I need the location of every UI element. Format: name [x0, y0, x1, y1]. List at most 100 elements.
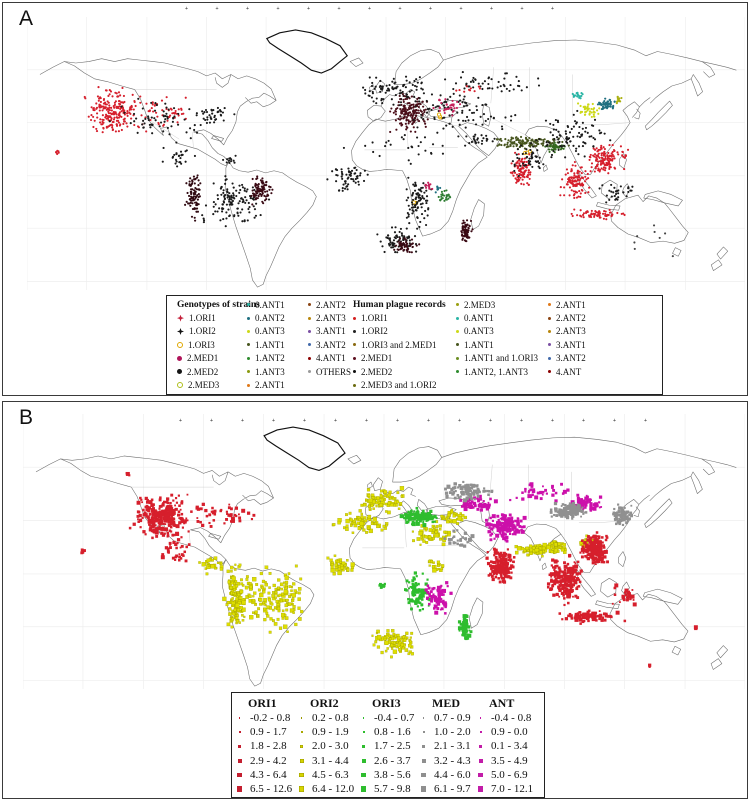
sdot-marker-icon: [308, 343, 311, 347]
legend-a-item-label: 2.ANT3: [316, 313, 346, 324]
sdot-marker-icon: [308, 356, 311, 360]
panel-a-label: A: [19, 7, 34, 30]
legend-b-column: ORI2 0.2 - 0.8 0.9 - 1.9 2.0 - 3.0 3.1 - 4.4…: [298, 695, 355, 796]
legend-a-item: 2.ANT3: [308, 311, 351, 324]
square-marker-icon: [299, 772, 304, 778]
legend-b-item-label: 7.0 - 12.1: [491, 783, 534, 796]
legend-a-item-label: 2.MED2: [361, 366, 393, 377]
panel-b-label: B: [19, 406, 34, 429]
sdot-marker-icon: [247, 329, 250, 333]
legend-b-item: 0.2 - 0.8: [300, 711, 354, 725]
sdot-marker-icon: [308, 316, 311, 320]
legend-b-item: 2.1 - 3.1: [422, 739, 471, 753]
graticule-tick: +: [398, 6, 402, 12]
legend-b-item-label: 5.7 - 9.8: [374, 783, 411, 796]
sdot-marker-icon: [308, 303, 311, 307]
sdot-marker-icon: [456, 303, 459, 307]
graticule-tick: +: [520, 418, 524, 424]
dot-marker-icon: [177, 369, 182, 375]
legend-b-column: ORI3 -0.4 - 0.7 0.8 - 1.6 1.7 - 2.5 2.6 - 3.…: [360, 695, 415, 796]
legend-a-column: Genotypes of strains 1.ORI1 1.ORI2 1.ORI3 2.…: [177, 298, 260, 392]
legend-b-column: ORI1 -0.2 - 0.8 0.9 - 1.7 1.8 - 2.8 2.9 - 4.…: [236, 695, 292, 796]
legend-a-item: 2.ANT1: [247, 378, 285, 391]
graticule-tick: +: [185, 6, 189, 12]
legend-b-item-label: 1.8 - 2.8: [250, 740, 287, 753]
square-marker-icon: [360, 786, 367, 792]
legend-a-item: 2.ANT3: [548, 325, 586, 338]
legend-a-item: 2.MED1: [353, 352, 446, 365]
legend-a-item: 3.ANT1: [548, 338, 586, 351]
graticule-tick: +: [396, 418, 400, 424]
legend-a-item-label: 1.ORI1: [361, 313, 388, 324]
graticule-ticks-b: + + + + + + + + + + + + + + + +: [3, 418, 747, 424]
legend-a-item-label: 2.ANT1: [556, 299, 586, 310]
legend-a-item-label: 2.ANT2: [556, 313, 586, 324]
legend-a-item-label: 2.ANT3: [556, 326, 586, 337]
legend-a-item: 2.MED3 and 1.ORI2: [353, 378, 446, 391]
legend-a-item: 0.ANT3: [456, 325, 538, 338]
sdot-marker-icon: [456, 329, 459, 333]
square-marker-icon: [237, 758, 242, 763]
legend-b-item-label: 6.4 - 12.0: [312, 783, 355, 796]
legend-a-item-label: 1.ANT3: [255, 366, 285, 377]
legend-b-item: 6.4 - 12.0: [298, 782, 355, 796]
legend-b-item: 7.0 - 12.1: [477, 782, 534, 796]
legend-a-item: 1.ANT3: [247, 365, 285, 378]
square-marker-icon: [478, 758, 483, 763]
legend-a-item: 2.MED3: [177, 378, 260, 391]
sdot-marker-icon: [308, 370, 311, 374]
square-marker-icon: [238, 717, 241, 719]
legend-a-item-label: 2.MED3: [464, 299, 496, 310]
legend-a-item: 4.ANT: [548, 365, 586, 378]
square-marker-icon: [422, 717, 425, 719]
graticule-tick: +: [179, 418, 183, 424]
legend-b-item-label: 5.0 - 6.9: [491, 768, 528, 781]
legend-a-header: Human plague records: [353, 299, 446, 310]
legend-b-item: 1.0 - 2.0: [422, 725, 471, 739]
sdot-marker-icon: [548, 316, 551, 320]
sdot-marker-icon: [456, 356, 459, 360]
legend-b-item-label: 0.7 - 0.9: [434, 712, 471, 725]
square-marker-icon: [362, 744, 365, 748]
legend-b-header: MED: [432, 695, 460, 710]
legend-a-item: 2.MED3: [456, 298, 538, 311]
legend-a-item-label: 4.ANT1: [316, 353, 346, 364]
sdot-marker-icon: [548, 370, 551, 374]
graticule-tick: +: [520, 6, 524, 12]
legend-b-item: 0.9 - 0.0: [479, 725, 533, 739]
graticule-tick: +: [613, 418, 617, 424]
legend-b-item-label: 0.1 - 3.4: [491, 740, 528, 753]
legend-a-item-label: 2.MED3: [188, 380, 220, 391]
legend-b-item-label: 0.9 - 0.0: [491, 726, 528, 739]
legend-a-item: 2.ANT2: [308, 298, 351, 311]
legend-b-item: 0.1 - 3.4: [479, 739, 533, 753]
graticule-tick: +: [210, 418, 214, 424]
graticule-tick: +: [368, 6, 372, 12]
legend-b-item-label: 4.4 - 6.0: [434, 768, 471, 781]
legend-a-item: 3.ANT2: [308, 338, 351, 351]
square-marker-icon: [421, 772, 426, 778]
sdot-marker-icon: [456, 316, 459, 320]
square-marker-icon: [362, 731, 365, 734]
legend-b-item-label: 3.8 - 5.6: [374, 768, 411, 781]
legend-a-item-label: 4.ANT: [556, 366, 582, 377]
legend-a-column: 2.ANT2 2.ANT3 3.ANT1 3.ANT2 4.ANT1 OTHERS: [308, 298, 351, 378]
legend-a-item: 0.ANT1: [247, 298, 285, 311]
graticule-tick: +: [644, 418, 648, 424]
graticule-tick: +: [365, 418, 369, 424]
legend-a-item: 2.MED1: [177, 352, 260, 365]
graticule-tick: +: [582, 418, 586, 424]
sdot-marker-icon: [353, 370, 356, 374]
legend-b-item: -0.2 - 0.8: [238, 711, 292, 725]
sdot-marker-icon: [548, 303, 551, 307]
legend-b-item: 2.6 - 3.7: [361, 754, 414, 768]
legend-b-column: ANT -0.4 - 0.8 0.9 - 0.0 0.1 - 3.4 3.5 - 4.9…: [477, 695, 534, 796]
square-marker-icon: [422, 744, 425, 748]
legend-b-item: 3.5 - 4.9: [478, 754, 533, 768]
legend-b-item-label: -0.4 - 0.7: [374, 712, 415, 725]
legend-a-item: 1.ORI3: [177, 338, 260, 351]
legend-a-item: 1.ORI1: [353, 311, 446, 324]
legend-b-item: 5.0 - 6.9: [478, 768, 533, 782]
sample-dots: [55, 71, 674, 258]
